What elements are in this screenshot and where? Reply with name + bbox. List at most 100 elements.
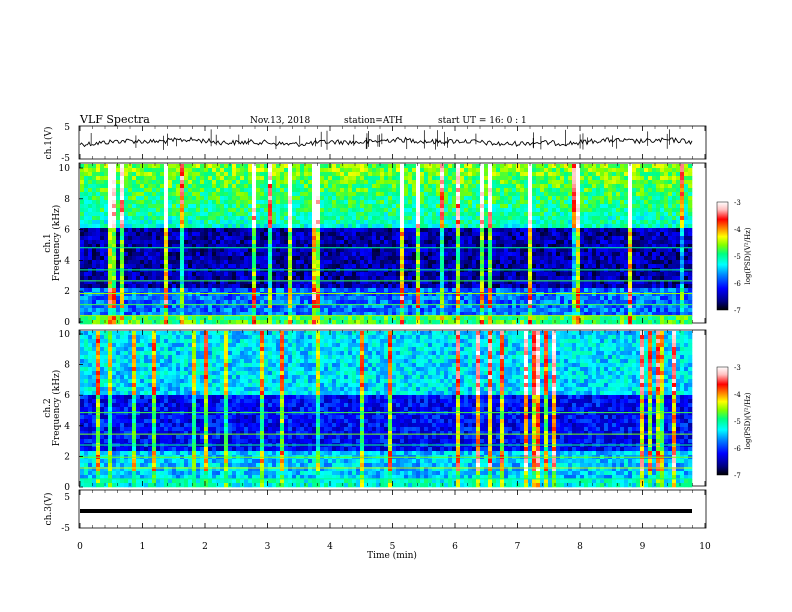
spectrogram-cell [112,200,117,205]
spectrogram-cell [476,200,481,205]
spectrogram-cell [444,244,449,249]
spectrogram-cell [184,208,189,213]
spectrogram-cell [388,180,393,185]
spectrogram-cell [176,176,181,181]
spectrogram-cell [248,180,253,185]
spectrogram-cell [256,248,261,253]
spectrogram-cell [360,240,365,245]
spectrogram-cell [112,212,117,217]
spectrogram-cell [156,264,161,269]
spectrogram-cell [204,192,209,197]
spectrogram-cell [508,244,513,249]
spectrogram-cell [432,264,437,269]
spectrogram-cell [228,216,233,221]
spectrogram-cell [236,284,241,289]
spectrogram-cell [668,220,673,225]
spectrogram-cell [240,224,245,229]
spectrogram-cell [320,256,325,261]
spectrogram-cell [484,260,489,265]
spectrogram-cell [504,280,509,285]
spectrogram-cell [372,212,377,217]
spectrogram-cell [540,248,545,253]
spectrogram-cell [368,220,373,225]
spectrogram-cell [344,272,349,277]
spectrogram-cell [584,184,589,189]
spectrogram-cell [644,208,649,213]
spectrogram-cell [540,280,545,285]
spectrogram-cell [612,280,617,285]
spectrogram-cell [516,256,521,261]
spectrogram-cell [416,252,421,257]
spectrogram-cell [472,276,477,281]
spectrogram-cell [636,244,641,249]
spectrogram-cell [328,236,333,241]
spectrogram-cell [324,276,329,281]
spectrogram-cell [212,244,217,249]
spectrogram-cell [468,256,473,261]
spectrogram-cell [476,284,481,289]
spectrogram-cell [328,188,333,193]
spectrogram-cell [376,260,381,265]
spectrogram-cell [436,240,441,245]
spectrogram-cell [220,228,225,233]
spectrogram-cell [352,256,357,261]
spectrogram-cell [540,244,545,249]
spectrogram-cell [516,248,521,253]
spectrogram-cell [516,252,521,257]
spectrogram-cell [472,232,477,237]
spectrogram-cell [176,244,181,249]
spectrogram-cell [576,168,581,173]
spectrogram-cell [560,212,565,217]
spectrogram-cell [544,224,549,229]
spectrogram-cell [156,260,161,265]
spectrogram-cell [268,288,273,293]
spectrogram-cell [576,272,581,277]
spectrogram-cell [600,168,605,173]
spectrogram-cell [568,200,573,205]
spectrogram-cell [264,188,269,193]
spectrogram-cell [344,256,349,261]
spectrogram-cell [304,200,309,205]
spectrogram-cell [472,204,477,209]
spectrogram-cell [136,188,141,193]
spectrogram-cell [248,220,253,225]
spectrogram-cell [568,168,573,173]
spectrogram-cell [164,284,169,289]
spectrogram-cell [188,252,193,257]
spectrogram-cell [408,180,413,185]
spectrogram-cell [536,196,541,201]
spectrogram-cell [540,236,545,241]
spectrogram-cell [280,208,285,213]
spectrogram-cell [120,184,125,189]
spectrogram-cell [576,264,581,269]
spectrogram-cell [648,176,653,181]
spectrogram-cell [680,172,685,177]
spectrogram-cell [104,228,109,233]
spectrogram-cell [372,252,377,257]
spectrogram-cell [608,196,613,201]
spectrogram-cell [408,248,413,253]
spectrogram-cell [520,180,525,185]
spectrogram-cell [452,192,457,197]
spectrogram-cell [476,260,481,265]
spectrogram-cell [272,220,277,225]
spectrogram-cell [504,236,509,241]
spectrogram-cell [188,188,193,193]
spectrogram-cell [296,228,301,233]
spectrogram-cell [508,176,513,181]
spectrogram-cell [656,220,661,225]
spectrogram-cell [492,272,497,277]
spectrogram-cell [668,272,673,277]
spectrogram-cell [172,276,177,281]
spectrogram-cell [332,224,337,229]
spectrogram-cell [244,252,249,257]
spectrogram-cell [292,288,297,293]
spectrogram-cell [356,176,361,181]
spectrogram-cell [356,164,361,169]
spectrogram-cell [388,264,393,269]
spectrogram-cell [428,272,433,277]
spectrogram-cell [276,260,281,265]
spectrogram-cell [576,276,581,281]
spectrogram-cell [268,208,273,213]
spectrogram-cell [648,188,653,193]
